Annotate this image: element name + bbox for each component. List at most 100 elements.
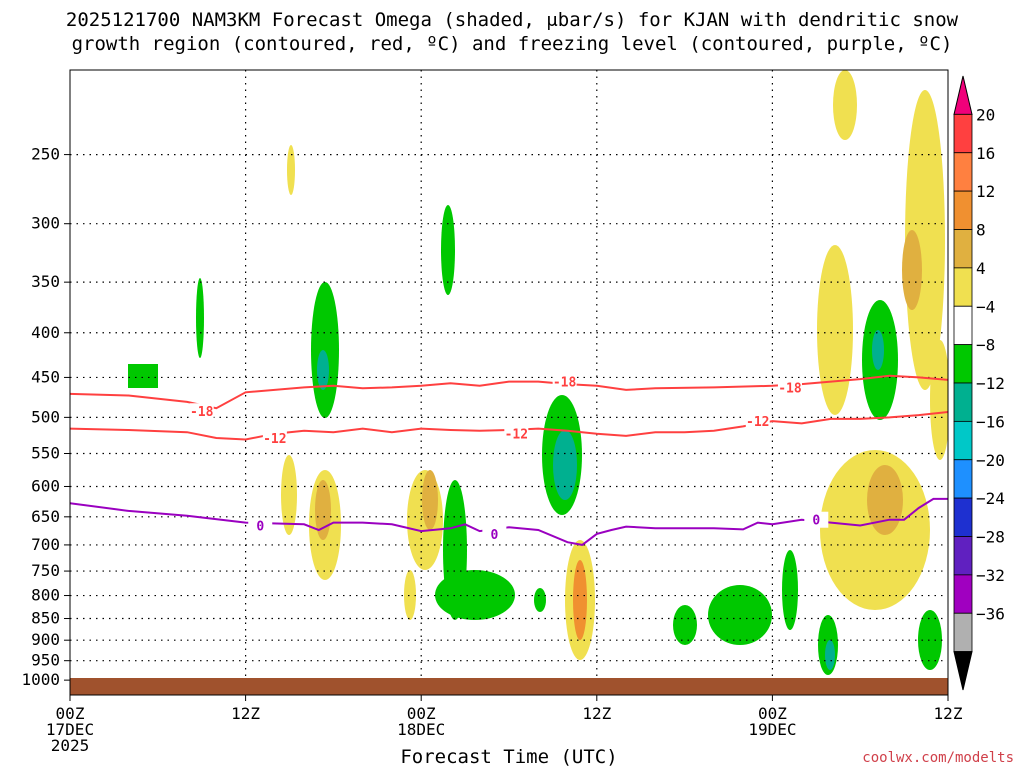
- y-tick-label: 600: [31, 476, 60, 495]
- colorbar-swatch: [953, 305, 973, 346]
- contour-label: -18: [190, 405, 214, 420]
- colorbar-label: 8: [976, 221, 986, 240]
- contour-label: 0: [812, 514, 820, 529]
- colorbar-label: −28: [976, 528, 1005, 547]
- contour-label-bg: [504, 425, 529, 442]
- y-tick-label: 800: [31, 586, 60, 605]
- omega-patch: [673, 605, 697, 645]
- x-tick-label: 00Z: [407, 704, 436, 723]
- contour--18: [70, 374, 948, 410]
- credit-text: coolwx.com/modelts: [862, 750, 1014, 766]
- terrain-strip: [70, 678, 948, 695]
- colorbar-swatch: [953, 612, 973, 653]
- omega-patch: [867, 465, 903, 535]
- colorbar-cap-bottom: [953, 651, 973, 691]
- colorbar-swatch: [953, 536, 973, 576]
- omega-patch: [825, 640, 835, 670]
- y-tick-label: 950: [31, 651, 60, 670]
- colorbar-label: −4: [976, 297, 995, 316]
- x-tick-label: 12Z: [934, 704, 963, 723]
- omega-patch: [404, 570, 416, 620]
- chart-title-line-1: 2025121700 NAM3KM Forecast Omega (shaded…: [65, 9, 959, 31]
- contour-label: 0: [490, 528, 498, 543]
- y-tick-label: 500: [31, 407, 60, 426]
- contour-label-bg: [745, 413, 770, 430]
- omega-patch: [553, 430, 577, 500]
- contour-label: -18: [553, 376, 577, 391]
- omega-patch: [281, 455, 297, 535]
- omega-patch: [817, 245, 853, 415]
- colorbar-swatch: [953, 267, 973, 307]
- colorbar-label: 12: [976, 182, 995, 201]
- omega-patch: [782, 550, 798, 630]
- y-tick-label: 1000: [21, 670, 60, 689]
- contour-label-bg: [804, 511, 829, 528]
- contour-label-bg: [248, 517, 273, 534]
- colorbar-swatch: [953, 497, 973, 537]
- x-tick-label: 00Z: [56, 704, 85, 723]
- colorbar-swatch: [953, 344, 973, 384]
- colorbar-label: −20: [976, 451, 1005, 470]
- colorbar-label: 20: [976, 105, 995, 124]
- x-tick-label: 18DEC: [397, 720, 445, 739]
- colorbar-cap-top: [953, 75, 973, 115]
- colorbar-swatch: [953, 152, 973, 192]
- x-axis-label: Forecast Time (UTC): [400, 746, 618, 768]
- chart-title-line-2: growth region (contoured, red, ºC) and f…: [71, 33, 953, 55]
- colorbar-swatch: [953, 113, 973, 154]
- colorbar-label: 16: [976, 144, 995, 163]
- colorbar-label: −32: [976, 566, 1005, 585]
- y-tick-label: 900: [31, 630, 60, 649]
- omega-patch: [315, 480, 331, 540]
- colorbar-label: −24: [976, 489, 1005, 508]
- x-tick-label: 17DEC: [46, 720, 94, 739]
- contour-label: -12: [505, 428, 528, 443]
- omega-patch: [918, 610, 942, 670]
- omega-patch: [287, 145, 295, 195]
- omega-patch: [422, 470, 438, 530]
- colorbar-swatch: [953, 459, 973, 499]
- colorbar-label: −36: [976, 604, 1005, 623]
- omega-patch: [128, 364, 158, 388]
- x-tick-label: 19DEC: [748, 720, 796, 739]
- y-tick-label: 400: [31, 323, 60, 342]
- plot-frame: [69, 69, 949, 696]
- contour-label: -12: [746, 415, 769, 430]
- omega-patch: [833, 70, 857, 140]
- x-tick-label: 00Z: [758, 704, 787, 723]
- grid-lines: [70, 70, 948, 695]
- omega-patch: [930, 340, 948, 460]
- colorbar-swatch: [953, 190, 973, 230]
- colorbar-swatch: [953, 420, 973, 461]
- y-tick-label: 650: [31, 507, 60, 526]
- omega-patch: [902, 230, 922, 310]
- contour-label-bg: [552, 373, 577, 390]
- omega-patch: [905, 90, 945, 390]
- colorbar-swatch: [953, 574, 973, 614]
- x-tick-label: 12Z: [231, 704, 260, 723]
- colorbar-swatch: [953, 229, 973, 269]
- omega-patch: [196, 278, 204, 358]
- y-tick-label: 450: [31, 367, 60, 386]
- contour-label: -18: [778, 381, 802, 396]
- colorbar: 20 16 12 8 4 −4 −8 −12 −16 −20 −24 −28 −32 −36: [953, 75, 1005, 691]
- contour-0: [70, 497, 948, 546]
- contour-label-bg: [777, 379, 802, 396]
- omega-patch: [441, 205, 455, 295]
- omega-patch: [820, 450, 930, 610]
- y-tick-label: 300: [31, 214, 60, 233]
- x-tick-label: 2025: [51, 736, 90, 755]
- y-axis: 250 300 350 400 450 500 550 600 650 700 750 800 850 9…: [21, 145, 70, 689]
- contour-label: -12: [263, 432, 286, 447]
- contour-label-bg: [482, 525, 507, 542]
- omega-patch: [317, 350, 329, 390]
- omega-shading-layer: [128, 70, 948, 675]
- contour-lines: -18 -18 -18 -12 -12 -12 0 0 0: [70, 373, 948, 546]
- omega-patch: [708, 585, 772, 645]
- colorbar-label: 4: [976, 259, 986, 278]
- y-tick-label: 350: [31, 272, 60, 291]
- omega-patch: [872, 330, 884, 370]
- omega-patch: [311, 282, 339, 418]
